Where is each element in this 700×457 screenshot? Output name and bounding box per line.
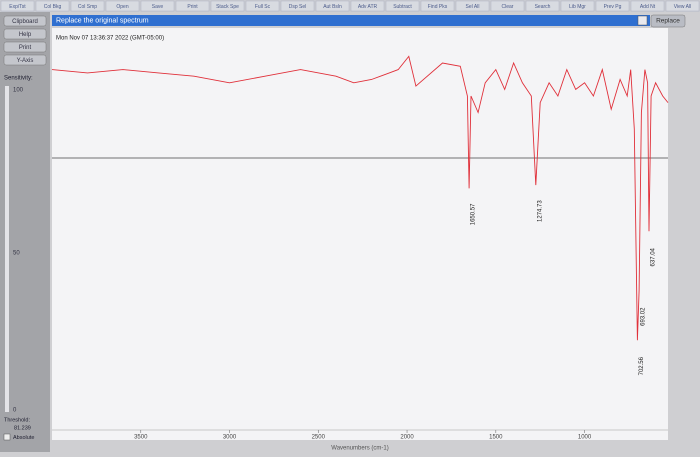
toolbar-label: Col Bkg: [44, 4, 62, 10]
toolbar-label: Find Pks: [428, 4, 448, 10]
toolbar-button[interactable]: [455, 0, 490, 12]
x-tick-label: 3000: [223, 435, 237, 441]
toolbar-label: Add Nt: [640, 4, 656, 10]
threshold-label: Threshold:: [4, 417, 30, 423]
toolbar-label: Col Smp: [78, 4, 97, 10]
plot-area: [52, 28, 668, 440]
x-axis-label: Wavenumbers (cm-1): [331, 446, 388, 452]
toolbar-button[interactable]: [595, 0, 630, 12]
toolbar-button[interactable]: [385, 0, 420, 12]
peak-label: 1274.73: [537, 200, 543, 222]
sensitivity-label: Sensitivity:: [4, 76, 33, 82]
toolbar-button[interactable]: [350, 0, 385, 12]
toolbar-label: Exp/Tst: [9, 4, 26, 10]
peak-label: 702.56: [639, 356, 645, 375]
x-tick-label: 2500: [312, 435, 326, 441]
toolbar-label: Open: [116, 4, 128, 10]
x-tick-label: 2000: [400, 435, 414, 441]
toolbar-button[interactable]: [210, 0, 245, 12]
toolbar-button[interactable]: [35, 0, 70, 12]
toolbar-label: Dsp Sel: [289, 4, 307, 10]
toolbar-button[interactable]: [105, 0, 140, 12]
toolbar-label: View All: [674, 4, 691, 10]
absolute-label: Absolute: [13, 435, 34, 441]
title-text: Replace the original spectrum: [56, 17, 149, 24]
toolbar-label: Full Sc: [255, 4, 271, 10]
toolbar-label: Prev Pg: [604, 4, 622, 10]
slider-track[interactable]: [5, 86, 9, 412]
toolbar-button[interactable]: [245, 0, 280, 12]
toolbar: [0, 0, 700, 12]
side-button-label: Help: [19, 32, 32, 38]
slider-label: 0: [13, 408, 17, 414]
toolbar-button[interactable]: [420, 0, 455, 12]
toolbar-button[interactable]: [630, 0, 665, 12]
toolbar-button[interactable]: [280, 0, 315, 12]
peak-label: 1650.57: [471, 203, 477, 225]
toolbar-label: Search: [535, 4, 551, 10]
side-button[interactable]: [3, 41, 47, 53]
absolute-checkbox[interactable]: [3, 433, 11, 441]
toolbar-button[interactable]: [175, 0, 210, 12]
side-button[interactable]: [3, 54, 47, 66]
toolbar-button[interactable]: [140, 0, 175, 12]
peak-label: 693.02: [641, 307, 647, 326]
toolbar-label: Sel All: [466, 4, 480, 10]
slider-label: 50: [13, 251, 20, 257]
toolbar-button[interactable]: [70, 0, 105, 12]
spectrum-line: [51, 55, 669, 341]
side-button-label: Print: [19, 45, 32, 51]
replace-button[interactable]: [650, 14, 686, 28]
slider-label: 100: [13, 88, 24, 94]
toolbar-label: Clear: [502, 4, 514, 10]
toolbar-label: Lib Mgr: [569, 4, 586, 10]
toolbar-button[interactable]: [665, 0, 700, 12]
toolbar-button[interactable]: [525, 0, 560, 12]
threshold-value: 81.239: [14, 425, 31, 431]
toolbar-label: Stack Spe: [216, 4, 239, 10]
timestamp: Mon Nov 07 13:36:37 2022 (GMT-05:00): [56, 36, 164, 42]
toolbar-button[interactable]: [0, 0, 35, 12]
x-tick-label: 3500: [134, 435, 148, 441]
toolbar-label: Subtract: [393, 4, 412, 10]
side-button[interactable]: [3, 15, 47, 27]
toolbar-button[interactable]: [560, 0, 595, 12]
toolbar-label: Adv ATR: [358, 4, 378, 10]
toolbar-button[interactable]: [315, 0, 350, 12]
dropdown-button[interactable]: [637, 15, 648, 26]
x-tick-label: 1000: [578, 435, 592, 441]
toolbar-label: Print: [187, 4, 198, 10]
peak-label: 637.04: [651, 247, 657, 266]
side-button[interactable]: [3, 28, 47, 40]
side-button-label: Y-Axis: [17, 58, 34, 64]
title-bar: [52, 15, 650, 26]
replace-label: Replace: [656, 18, 680, 25]
toolbar-label: Save: [152, 4, 164, 10]
toolbar-label: Aut Bsln: [323, 4, 342, 10]
toolbar-button[interactable]: [490, 0, 525, 12]
side-button-label: Clipboard: [12, 19, 38, 25]
x-tick-label: 1500: [489, 435, 503, 441]
